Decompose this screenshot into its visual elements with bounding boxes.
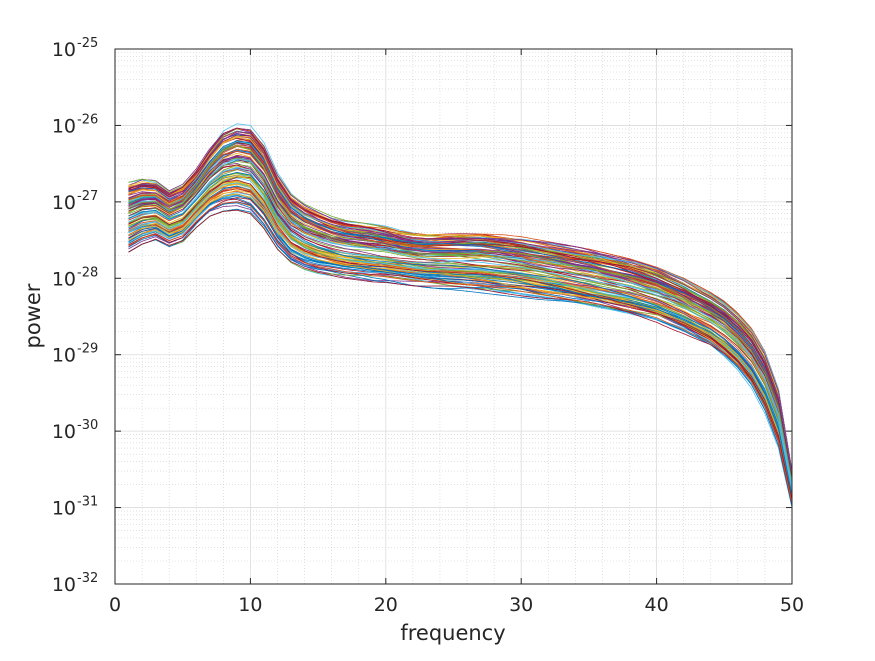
y-tick-base: 10 xyxy=(52,115,76,137)
series-line xyxy=(128,157,793,489)
y-tick-exponent: -28 xyxy=(77,265,98,280)
y-tick-label: 10 -31 xyxy=(52,495,98,520)
series-line xyxy=(128,180,793,489)
series-line xyxy=(128,168,793,486)
y-tick-exponent: -31 xyxy=(77,495,98,510)
y-tick-label: 10 -32 xyxy=(52,571,98,596)
y-tick-exponent: -25 xyxy=(77,36,98,51)
y-tick-base: 10 xyxy=(52,421,76,443)
y-tick-base: 10 xyxy=(52,345,76,367)
series-line xyxy=(128,179,793,500)
y-tick-base: 10 xyxy=(52,498,76,520)
y-tick-base: 10 xyxy=(52,268,76,290)
series-line xyxy=(128,140,793,481)
y-tick-exponent: -29 xyxy=(77,342,98,357)
minor-grid xyxy=(115,49,792,584)
series-line xyxy=(128,201,793,504)
y-tick-exponent: -32 xyxy=(77,571,98,586)
y-tick-base: 10 xyxy=(52,192,76,214)
series-line xyxy=(128,172,793,490)
series-line xyxy=(128,202,793,501)
series-line xyxy=(128,144,793,479)
x-tick-label: 30 xyxy=(509,594,533,616)
series-line xyxy=(128,197,793,494)
series-line xyxy=(128,208,793,507)
series-line xyxy=(128,160,793,484)
x-tick-labels: 0 10 20 30 40 50 xyxy=(109,594,804,616)
y-tick-label: 10 -28 xyxy=(52,265,98,290)
y-tick-label: 10 -27 xyxy=(52,189,98,214)
y-tick-exponent: -26 xyxy=(77,112,98,127)
series-line xyxy=(128,209,793,505)
x-tick-label: 20 xyxy=(374,594,398,616)
plot-frame xyxy=(114,48,793,585)
series-line xyxy=(128,171,793,496)
series-line xyxy=(128,139,793,473)
series-layer xyxy=(128,123,793,508)
series-line xyxy=(128,194,793,508)
series-line xyxy=(128,145,793,483)
y-axis-label: power xyxy=(21,283,45,348)
series-line xyxy=(128,189,793,504)
y-tick-label: 10 -26 xyxy=(52,112,98,137)
x-tick-label: 10 xyxy=(238,594,262,616)
y-tick-base: 10 xyxy=(52,574,76,596)
series-line xyxy=(128,141,793,472)
series-line xyxy=(128,127,793,479)
x-tick-label: 40 xyxy=(645,594,669,616)
x-axis-label: frequency xyxy=(400,621,505,645)
y-tick-label: 10 -30 xyxy=(52,418,98,443)
x-tick-label: 50 xyxy=(780,594,804,616)
y-tick-label: 10 -29 xyxy=(52,342,98,367)
series-line xyxy=(128,152,793,486)
y-tick-exponent: -30 xyxy=(77,418,98,433)
series-line xyxy=(128,191,793,504)
series-line xyxy=(128,193,793,500)
series-line xyxy=(128,164,793,491)
tick-marks xyxy=(114,48,793,585)
x-tick-label: 0 xyxy=(109,594,121,616)
y-tick-exponent: -27 xyxy=(77,189,98,204)
y-tick-base: 10 xyxy=(52,39,76,61)
y-tick-label: 10 -25 xyxy=(52,36,98,61)
series-line xyxy=(128,162,793,481)
series-line xyxy=(128,172,793,496)
series-line xyxy=(128,132,793,472)
